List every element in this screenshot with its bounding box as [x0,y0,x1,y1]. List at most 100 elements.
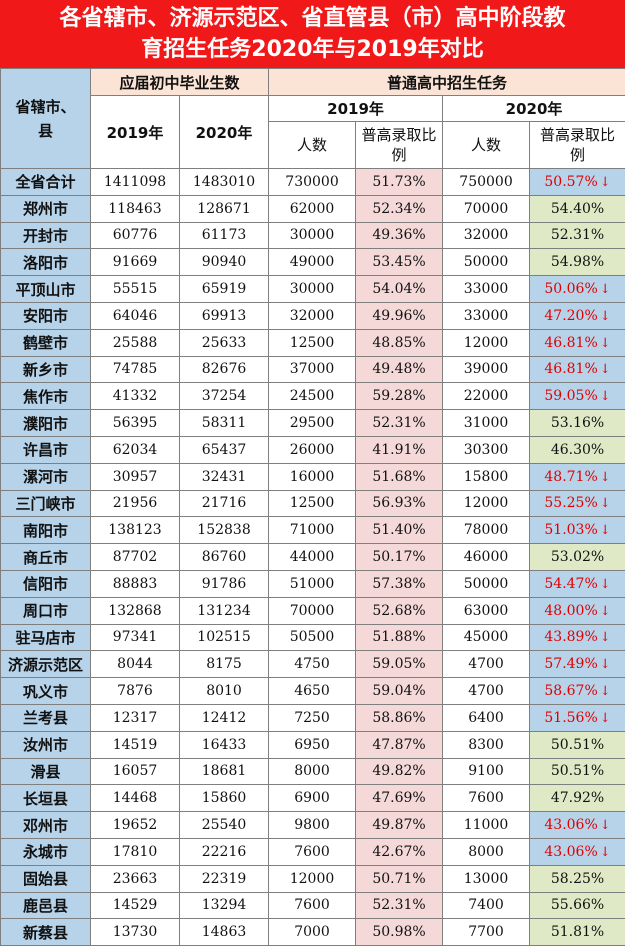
header-plan: 普通高中招生任务 [269,69,625,96]
graduates-2019-cell: 14468 [91,785,180,812]
graduates-2019-cell: 14519 [91,731,180,758]
plan-count-2019-cell: 51000 [269,570,356,597]
ratio-2019-cell: 52.31% [356,892,443,919]
plan-count-2019-cell: 8000 [269,758,356,785]
region-name-cell: 漯河市 [1,463,91,490]
ratio-2020-cell: 58.25% [530,865,625,892]
ratio-2020-cell: 58.67%↓ [530,678,625,705]
ratio-2019-cell: 58.86% [356,704,443,731]
plan-count-2019-cell: 12000 [269,865,356,892]
down-arrow-icon: ↓ [600,282,611,297]
graduates-2019-cell: 8044 [91,651,180,678]
graduates-2019-cell: 132868 [91,597,180,624]
title-line-1: 各省辖市、济源示范区、省直管县（市）高中阶段教 [0,3,625,34]
graduates-2019-cell: 16057 [91,758,180,785]
down-arrow-icon: ↓ [600,818,611,833]
plan-count-2019-cell: 7250 [269,704,356,731]
ratio-2020-cell: 43.06%↓ [530,812,625,839]
graduates-2019-cell: 14529 [91,892,180,919]
graduates-2019-cell: 88883 [91,570,180,597]
region-name-cell: 安阳市 [1,302,91,329]
ratio-2019-cell: 47.69% [356,785,443,812]
region-name-cell: 全省合计 [1,169,91,196]
plan-count-2019-cell: 30000 [269,276,356,303]
plan-count-2020-cell: 30300 [443,436,530,463]
graduates-2019-cell: 12317 [91,704,180,731]
graduates-2020-cell: 22216 [180,838,269,865]
graduates-2019-cell: 30957 [91,463,180,490]
plan-count-2020-cell: 22000 [443,383,530,410]
plan-count-2020-cell: 12000 [443,329,530,356]
ratio-2020-cell: 55.25%↓ [530,490,625,517]
ratio-2020-cell: 50.51% [530,758,625,785]
graduates-2020-cell: 8010 [180,678,269,705]
graduates-2019-cell: 23663 [91,865,180,892]
header-ratio-2019: 普高录取比例 [356,122,443,169]
header-graduates-2020: 2020年 [180,96,269,169]
graduates-2020-cell: 16433 [180,731,269,758]
plan-count-2020-cell: 50000 [443,249,530,276]
plan-count-2019-cell: 4750 [269,651,356,678]
region-name-cell: 周口市 [1,597,91,624]
graduates-2020-cell: 25540 [180,812,269,839]
ratio-2019-cell: 52.34% [356,195,443,222]
graduates-2020-cell: 22319 [180,865,269,892]
ratio-2019-cell: 42.67% [356,838,443,865]
plan-count-2020-cell: 50000 [443,570,530,597]
plan-count-2020-cell: 750000 [443,169,530,196]
plan-count-2019-cell: 71000 [269,517,356,544]
graduates-2020-cell: 25633 [180,329,269,356]
ratio-2020-cell: 46.81%↓ [530,329,625,356]
graduates-2020-cell: 37254 [180,383,269,410]
region-name-cell: 新蔡县 [1,919,91,946]
down-arrow-icon: ↓ [600,684,611,699]
graduates-2019-cell: 13730 [91,919,180,946]
ratio-2019-cell: 50.98% [356,919,443,946]
region-name-cell: 开封市 [1,222,91,249]
plan-count-2019-cell: 6900 [269,785,356,812]
plan-count-2019-cell: 9800 [269,812,356,839]
region-name-cell: 平顶山市 [1,276,91,303]
ratio-2020-cell: 54.98% [530,249,625,276]
plan-count-2020-cell: 78000 [443,517,530,544]
plan-count-2020-cell: 7700 [443,919,530,946]
plan-count-2019-cell: 24500 [269,383,356,410]
ratio-2020-cell: 43.89%↓ [530,624,625,651]
plan-count-2020-cell: 8300 [443,731,530,758]
graduates-2019-cell: 74785 [91,356,180,383]
graduates-2020-cell: 65437 [180,436,269,463]
plan-count-2019-cell: 12500 [269,329,356,356]
plan-count-2020-cell: 6400 [443,704,530,731]
graduates-2019-cell: 60776 [91,222,180,249]
graduates-2020-cell: 69913 [180,302,269,329]
region-name-cell: 永城市 [1,838,91,865]
region-name-cell: 洛阳市 [1,249,91,276]
graduates-2020-cell: 8175 [180,651,269,678]
region-name-cell: 济源示范区 [1,651,91,678]
graduates-2019-cell: 19652 [91,812,180,839]
region-name-cell: 长垣县 [1,785,91,812]
plan-count-2020-cell: 70000 [443,195,530,222]
ratio-2020-cell: 51.03%↓ [530,517,625,544]
ratio-2019-cell: 51.40% [356,517,443,544]
ratio-2019-cell: 48.85% [356,329,443,356]
ratio-2019-cell: 59.28% [356,383,443,410]
ratio-2020-cell: 47.92% [530,785,625,812]
region-name-cell: 固始县 [1,865,91,892]
ratio-2020-cell: 55.66% [530,892,625,919]
region-name-cell: 邓州市 [1,812,91,839]
ratio-2020-cell: 54.47%↓ [530,570,625,597]
ratio-2019-cell: 53.45% [356,249,443,276]
down-arrow-icon: ↓ [600,657,611,672]
ratio-2019-cell: 51.68% [356,463,443,490]
ratio-2019-cell: 49.87% [356,812,443,839]
